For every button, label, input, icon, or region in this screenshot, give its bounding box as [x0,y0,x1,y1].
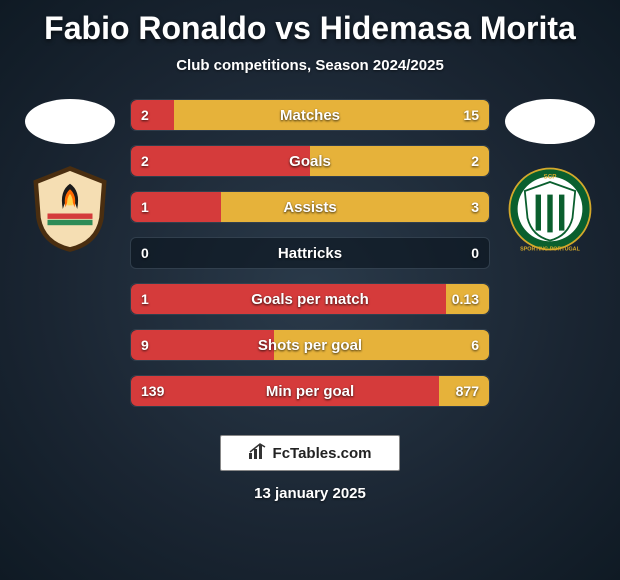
stat-bar-right [310,146,489,176]
stat-label: Assists [283,199,336,216]
comparison-panel: 2 15 Matches 2 2 Goals 1 3 Assists 0 0 Hattricks 1 0.… [0,99,620,407]
chart-icon [249,443,267,464]
stat-value-right: 0 [471,245,479,261]
stat-value-left: 2 [141,153,149,169]
stat-bar-left [131,330,274,360]
stat-label: Goals [289,153,331,170]
stat-label: Goals per match [251,291,369,308]
stat-value-right: 0.13 [452,291,479,307]
subtitle: Club competitions, Season 2024/2025 [0,57,620,74]
stat-label: Min per goal [266,383,354,400]
stat-value-right: 15 [463,107,479,123]
stat-row: 9 6 Shots per goal [130,329,490,361]
stat-value-left: 9 [141,337,149,353]
stat-value-right: 3 [471,199,479,215]
stat-bar-right [221,192,490,222]
stat-label: Matches [280,107,340,124]
brand-text: FcTables.com [273,445,372,462]
stat-value-right: 877 [456,383,479,399]
left-club-badge [25,164,115,254]
stat-value-left: 2 [141,107,149,123]
stat-row: 2 15 Matches [130,99,490,131]
stat-row: 2 2 Goals [130,145,490,177]
stat-bar-left [131,100,174,130]
right-club-badge: SCP SPORTING PORTUGAL [505,164,595,254]
stat-label: Hattricks [278,245,342,262]
stat-value-right: 2 [471,153,479,169]
stat-value-right: 6 [471,337,479,353]
date-label: 13 january 2025 [0,485,620,502]
page-title: Fabio Ronaldo vs Hidemasa Morita [0,0,620,47]
stat-value-left: 0 [141,245,149,261]
left-player-column [10,99,130,254]
stats-list: 2 15 Matches 2 2 Goals 1 3 Assists 0 0 Hattricks 1 0.… [130,99,490,407]
sporting-badge-icon: SCP SPORTING PORTUGAL [505,164,595,254]
brand-logo[interactable]: FcTables.com [220,435,400,471]
svg-text:SPORTING PORTUGAL: SPORTING PORTUGAL [520,246,580,252]
svg-text:SCP: SCP [544,173,557,180]
stat-value-left: 1 [141,291,149,307]
left-player-avatar [25,99,115,144]
rio-ave-badge-icon [25,164,115,254]
stat-row: 0 0 Hattricks [130,237,490,269]
stat-value-left: 139 [141,383,164,399]
right-player-column: SCP SPORTING PORTUGAL [490,99,610,254]
stat-label: Shots per goal [258,337,362,354]
stat-bar-left [131,146,310,176]
right-player-avatar [505,99,595,144]
stat-row: 139 877 Min per goal [130,375,490,407]
stat-value-left: 1 [141,199,149,215]
stat-row: 1 3 Assists [130,191,490,223]
stat-row: 1 0.13 Goals per match [130,283,490,315]
